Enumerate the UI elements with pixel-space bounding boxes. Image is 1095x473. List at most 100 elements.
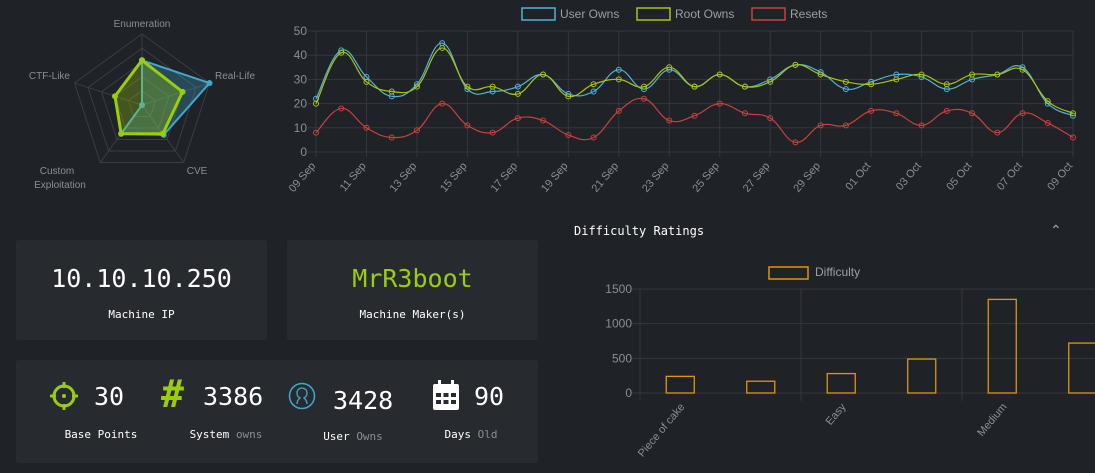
data-point bbox=[943, 81, 950, 88]
data-point bbox=[514, 90, 521, 97]
data-point bbox=[363, 78, 370, 85]
x-tick-label: 29 Sep bbox=[791, 160, 823, 194]
crosshair-icon bbox=[50, 382, 78, 410]
difficulty-bar bbox=[987, 298, 1017, 394]
data-point bbox=[388, 134, 395, 141]
series-line bbox=[315, 47, 1074, 114]
x-tick-label: 23 Sep bbox=[640, 160, 672, 194]
x-tick-label: Medium bbox=[975, 401, 1009, 439]
machine-maker-label: Machine Maker(s) bbox=[359, 308, 466, 321]
base-points-label: Base Points bbox=[64, 428, 138, 441]
legend-label: Difficulty bbox=[815, 265, 860, 279]
data-point bbox=[540, 117, 547, 124]
stats-card: 30 Base Points # 3386 System owns 3428 U… bbox=[16, 360, 538, 463]
data-point bbox=[464, 83, 471, 90]
days-old-label: Days bbox=[444, 428, 472, 441]
radar-axis-label: Custom Exploitation bbox=[34, 166, 86, 191]
data-point bbox=[338, 105, 345, 112]
data-point bbox=[1019, 66, 1026, 73]
days-old-value: 90 bbox=[474, 382, 505, 411]
data-point bbox=[893, 110, 900, 117]
user-owns-label: User bbox=[323, 430, 350, 443]
data-point bbox=[994, 71, 1001, 78]
y-tick-label: 10 bbox=[294, 121, 308, 135]
series-line bbox=[315, 97, 1074, 143]
stat-base-points: 30 Base Points bbox=[36, 360, 166, 463]
data-point bbox=[590, 134, 597, 141]
hash-icon: # bbox=[161, 372, 184, 416]
data-point bbox=[792, 139, 799, 146]
x-tick-label: 03 Oct bbox=[894, 160, 924, 193]
data-point bbox=[514, 115, 521, 122]
user-icon bbox=[288, 382, 316, 410]
machine-ip: 10.10.10.250 bbox=[51, 264, 232, 293]
radar-point bbox=[159, 130, 166, 137]
x-tick-label: 25 Sep bbox=[690, 160, 722, 194]
radar-grid-ring bbox=[127, 90, 157, 117]
data-point bbox=[641, 83, 648, 90]
y-tick-label: 30 bbox=[294, 72, 308, 86]
data-point bbox=[868, 107, 875, 114]
legend-swatch bbox=[768, 266, 809, 280]
x-tick-label: 17 Sep bbox=[489, 160, 521, 194]
x-tick-label: 09 Oct bbox=[1045, 160, 1075, 193]
machine-ip-card: 10.10.10.250 Machine IP bbox=[16, 240, 267, 340]
radar-axis-label: Enumeration bbox=[114, 19, 171, 30]
data-point bbox=[590, 88, 597, 95]
radar-grid-ring bbox=[114, 75, 170, 129]
data-point bbox=[565, 132, 572, 139]
radar-grid-ring bbox=[73, 33, 211, 163]
radar-point bbox=[139, 57, 145, 64]
data-point bbox=[413, 83, 420, 90]
legend-label: Root Owns bbox=[675, 7, 734, 21]
x-tick-label: 21 Sep bbox=[589, 160, 621, 194]
system-owns-label-dim: owns bbox=[235, 428, 263, 441]
base-points-value: 30 bbox=[94, 382, 125, 411]
data-point bbox=[1044, 98, 1051, 105]
system-owns-value: 3386 bbox=[203, 382, 264, 411]
machine-maker[interactable]: MrR3boot bbox=[352, 264, 473, 293]
radar-point bbox=[206, 80, 213, 87]
data-point bbox=[464, 122, 471, 129]
user-owns-value: 3428 bbox=[333, 386, 394, 415]
data-point bbox=[741, 110, 748, 117]
difficulty-bar bbox=[746, 380, 776, 394]
data-point bbox=[1070, 134, 1076, 141]
data-point bbox=[893, 76, 900, 83]
days-old-label-dim: Old bbox=[477, 428, 498, 441]
x-tick-label: 13 Sep bbox=[388, 160, 420, 194]
stat-days-old: 90 Days Old bbox=[406, 360, 536, 463]
x-tick-label: 07 Oct bbox=[995, 160, 1025, 193]
data-point bbox=[969, 71, 976, 78]
difficulty-bar bbox=[907, 358, 937, 394]
data-point bbox=[868, 81, 875, 88]
radar-grid-ring bbox=[87, 47, 197, 152]
data-point bbox=[817, 71, 824, 78]
collapse-chevron-icon[interactable]: ⌃ bbox=[1050, 222, 1062, 238]
line-chart: 0 10 20 30 40 50 09 Sep 11 Sep 13 Sep 15 Sep 17 Se… bbox=[287, 7, 1076, 195]
x-tick-label: 01 Oct bbox=[843, 160, 873, 193]
data-point bbox=[994, 129, 1001, 136]
legend-swatch bbox=[521, 7, 556, 21]
x-tick-label: 27 Sep bbox=[741, 160, 773, 194]
y-tick-label: 40 bbox=[294, 48, 308, 62]
radar-spoke bbox=[74, 82, 143, 106]
x-tick-label: 05 Oct bbox=[944, 160, 974, 193]
y-tick-label: 1500 bbox=[605, 282, 632, 296]
data-point bbox=[1019, 110, 1026, 117]
data-point bbox=[313, 129, 319, 136]
y-tick-label: 1000 bbox=[605, 317, 632, 331]
y-tick-label: 500 bbox=[612, 351, 632, 365]
machine-ip-label: Machine IP bbox=[108, 308, 175, 321]
x-tick-label: Easy bbox=[824, 401, 849, 428]
difficulty-bar bbox=[1068, 342, 1095, 394]
x-tick-label: 09 Sep bbox=[287, 160, 319, 194]
radar-point bbox=[118, 130, 125, 137]
calendar-icon bbox=[433, 380, 459, 410]
difficulty-bar bbox=[665, 375, 695, 394]
radar-point bbox=[179, 88, 186, 95]
radar-spoke bbox=[141, 82, 210, 106]
data-point bbox=[540, 71, 547, 78]
x-tick-label: 11 Sep bbox=[338, 160, 369, 194]
radar-axis-label: CTF-Like bbox=[29, 71, 71, 82]
